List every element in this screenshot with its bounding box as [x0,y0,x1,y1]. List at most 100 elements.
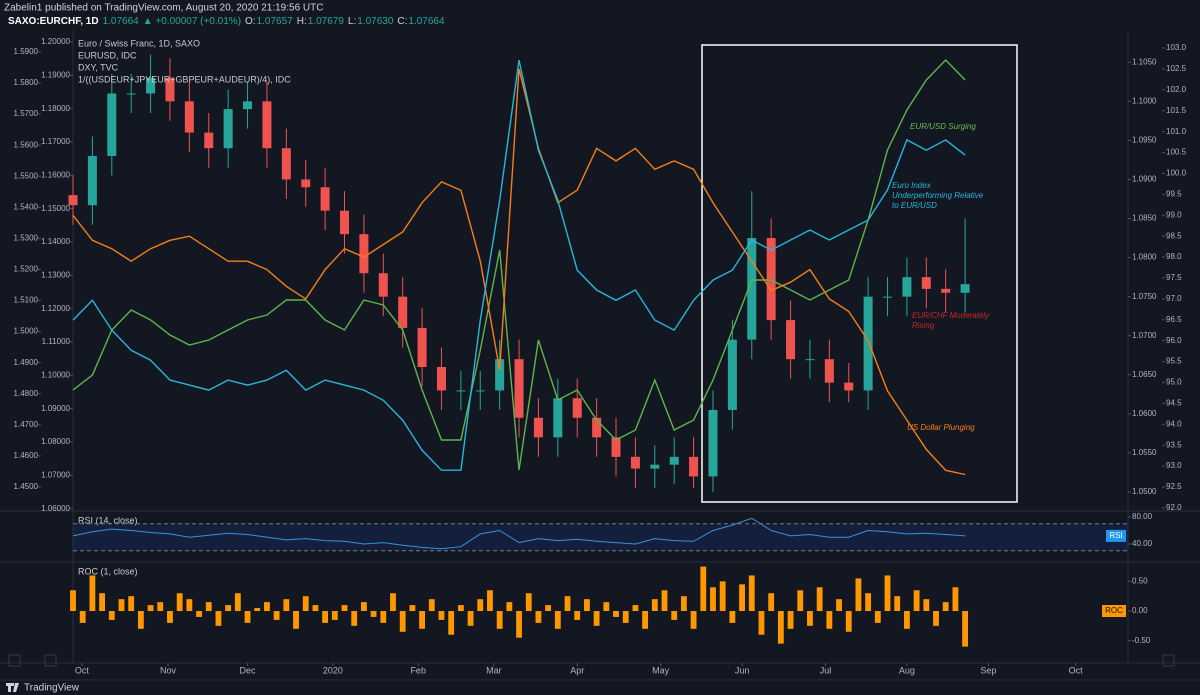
y-tick-label: 1.0750 [1132,292,1157,301]
roc-bar [613,611,619,617]
y-tick-label: 1.1050 [1132,57,1157,66]
candle-body [223,109,233,149]
annotation-line: EUR/USD Surging [910,122,976,131]
candle-body [611,437,621,457]
ohlc-label: C: [397,16,407,27]
ohlc-label: L: [348,16,356,27]
x-tick-label: 2020 [323,665,343,675]
roc-bar [448,611,455,635]
ohlc-label: H: [297,16,307,27]
roc-bar [603,602,610,612]
y-tick-label: 1.4900 [14,358,39,367]
x-tick-label: Jul [820,665,832,675]
y-tick-label: 1.16000 [41,170,70,179]
rsi-line [72,517,966,550]
candle-body [727,339,737,410]
y-tick-label: 102.5 [1166,64,1187,73]
candle-body [378,273,388,297]
roc-bar [855,578,862,612]
roc-bar [293,611,299,629]
annotation-line: US Dollar Plunging [907,423,975,432]
roc-bar [516,611,522,638]
y-tick-label: 1.0600 [1132,409,1157,418]
roc-bar [254,608,261,612]
y-tick-label: 1.0800 [1132,253,1157,262]
y-tick-label: 1.5300 [14,234,39,243]
candle-body [243,101,253,110]
roc-bar [118,599,125,612]
roc-bar [535,611,542,623]
y-tick-label: 1.5100 [14,296,39,305]
zoom-icon [44,654,57,667]
legend-entry: EURUSD, IDC [78,50,137,60]
y-tick-label: 1.12000 [41,304,70,313]
candle-body [572,398,582,418]
y-tick-label: 1.15000 [41,204,70,213]
candle-body [184,101,194,133]
y-tick-label: 95.0 [1166,378,1182,387]
annotation-line: to EUR/USD [892,201,937,210]
y-tick-label: 101.5 [1166,106,1187,115]
y-tick-label: 1.0700 [1132,331,1157,340]
candle-body [747,238,757,340]
roc-bar [729,611,736,623]
y-tick-label: 96.5 [1166,315,1182,324]
roc-bar [797,590,804,612]
candle-body [883,296,893,298]
roc-bar [923,599,930,612]
roc-bar [477,599,484,612]
y-tick-label: 102.0 [1166,85,1187,94]
roc-bar [622,611,629,623]
candle-body [824,359,834,383]
roc-bar [467,611,474,626]
pane-title: RSI (14, close) [78,515,138,525]
roc-bar [700,566,707,612]
y-tick-label: 92.0 [1166,503,1182,512]
roc-bar [283,599,290,612]
roc-bar [632,605,639,612]
roc-bar [807,611,813,626]
roc-bar [865,593,872,612]
series-line [72,59,966,471]
y-tick-label: 98.0 [1166,252,1182,261]
roc-bar [341,605,348,612]
y-tick-label: 0.00 [1132,606,1148,615]
candle-body [456,390,466,392]
y-tick-label: 1.19000 [41,70,70,79]
y-tick-label: 1.0900 [1132,175,1157,184]
y-tick-label: 1.13000 [41,270,70,279]
roc-bar [564,596,571,612]
annotation: US Dollar Plunging [907,423,975,432]
roc-bar [651,599,658,612]
roc-bar [89,575,96,612]
roc-bar [894,596,901,612]
roc-bar [642,611,649,629]
candle-body [398,296,408,328]
candle-body [359,234,369,274]
symbol: SAXO:EURCHF, 1D [8,16,99,27]
y-tick-label: 1.0850 [1132,214,1157,223]
ohlc-value: 1.07679 [308,16,345,27]
roc-bar [196,611,202,617]
roc-bar [428,599,435,612]
roc-bar [777,611,784,644]
candle-body [805,359,815,361]
roc-bar [205,602,212,612]
change: ▲ +0.00007 (+0.01%) [143,16,241,27]
y-tick-label: 1.06000 [41,504,70,513]
candle-body [262,101,272,149]
y-tick-label: 99.5 [1166,189,1182,198]
roc-bar [186,599,193,612]
candle-body [533,417,543,438]
roc-bar [661,590,668,612]
y-tick-label: 1.5800 [14,78,39,87]
candle-body [301,179,311,188]
roc-bar [874,611,881,623]
candle-body [669,456,679,465]
settings-icon [8,654,21,667]
annotation-line: Rising [912,321,935,330]
y-tick-label: 1.11000 [42,337,71,346]
roc-bar [79,611,86,623]
candle-body [766,238,776,321]
